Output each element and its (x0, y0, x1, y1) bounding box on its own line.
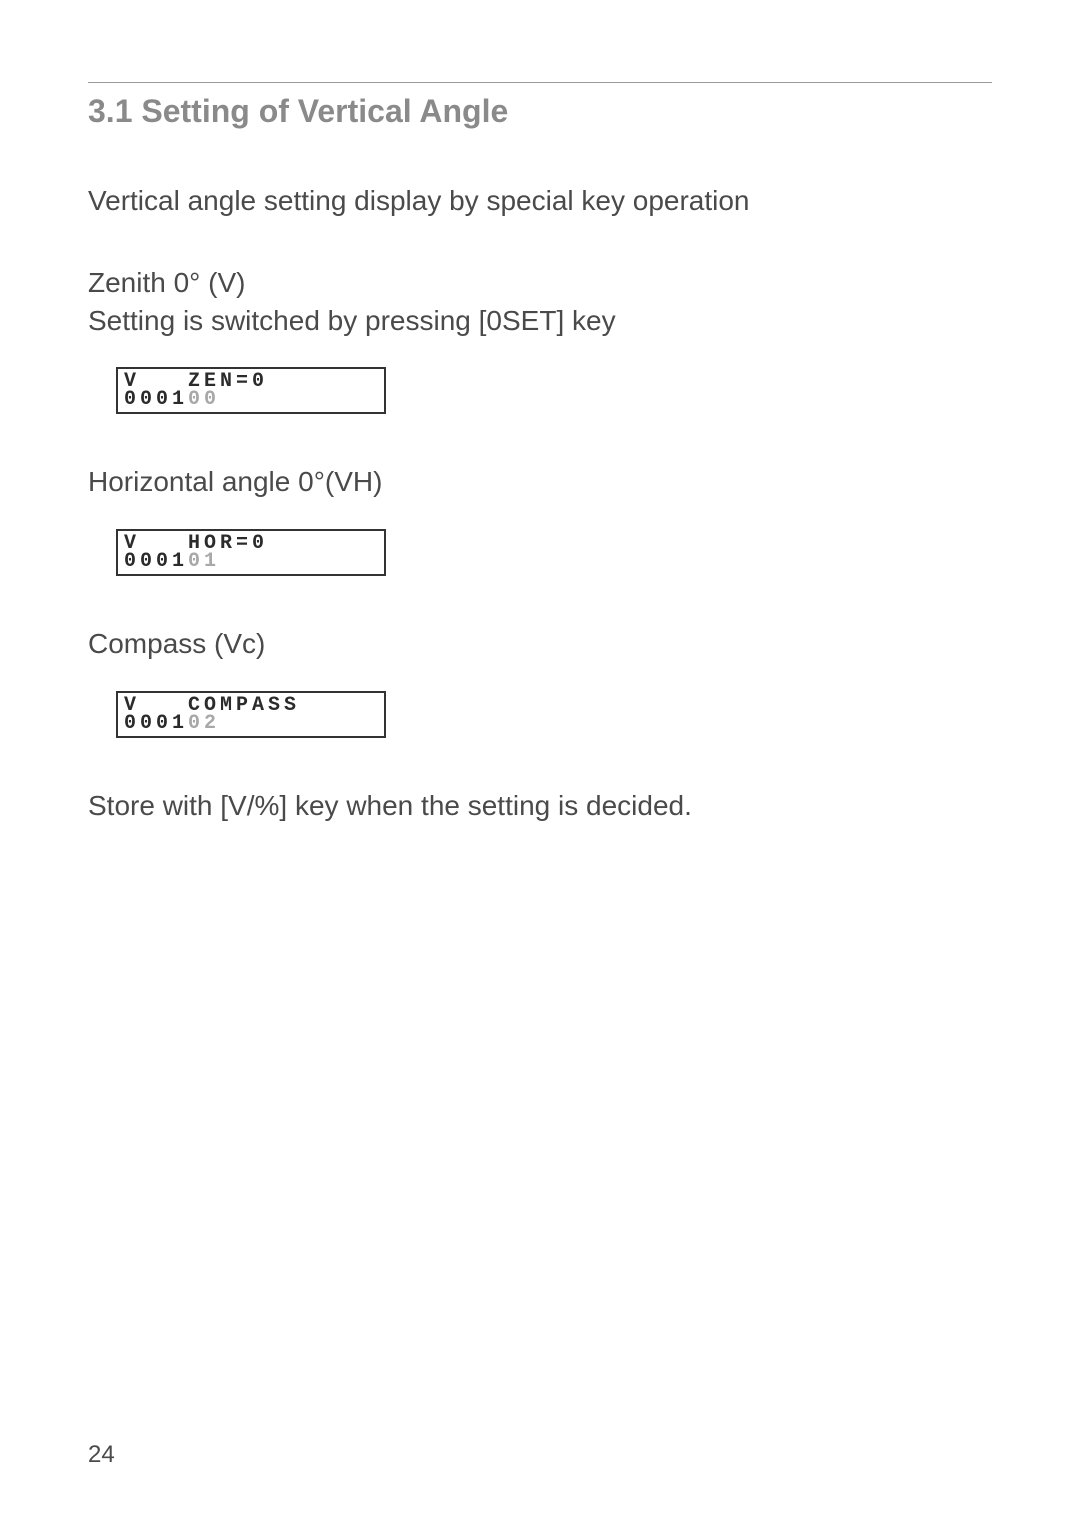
zenith-instruction: Setting is switched by pressing [0SET] k… (88, 302, 992, 340)
lcd-compass-line2-suffix: 02 (188, 712, 220, 735)
lcd-zenith: V ZEN=0 000100 (116, 367, 386, 414)
lcd-zenith-wrap: V ZEN=0 000100 (116, 367, 992, 419)
lcd-compass-line2: 000102 (124, 714, 220, 734)
intro-text: Vertical angle setting display by specia… (88, 182, 992, 220)
top-rule (88, 82, 992, 83)
lcd-compass: V COMPASS 000102 (116, 691, 386, 738)
lcd-horizontal: V HOR=0 000101 (116, 529, 386, 576)
section-title: 3.1 Setting of Vertical Angle (88, 93, 992, 130)
zenith-label: Zenith 0° (V) (88, 264, 992, 302)
compass-label: Compass (Vc) (88, 625, 992, 663)
lcd-horizontal-wrap: V HOR=0 000101 (116, 529, 992, 581)
horizontal-label: Horizontal angle 0°(VH) (88, 463, 992, 501)
lcd-horizontal-line2: 000101 (124, 552, 220, 572)
lcd-horizontal-line2-prefix: 0001 (124, 550, 188, 573)
page-content: 3.1 Setting of Vertical Angle Vertical a… (88, 82, 992, 825)
lcd-zenith-line2: 000100 (124, 390, 220, 410)
lcd-compass-wrap: V COMPASS 000102 (116, 691, 992, 743)
lcd-zenith-line2-suffix: 00 (188, 388, 220, 411)
lcd-compass-line2-prefix: 0001 (124, 712, 188, 735)
store-instruction: Store with [V/%] key when the setting is… (88, 787, 992, 825)
lcd-zenith-line2-prefix: 0001 (124, 388, 188, 411)
lcd-horizontal-line2-suffix: 01 (188, 550, 220, 573)
page-number: 24 (88, 1441, 115, 1469)
